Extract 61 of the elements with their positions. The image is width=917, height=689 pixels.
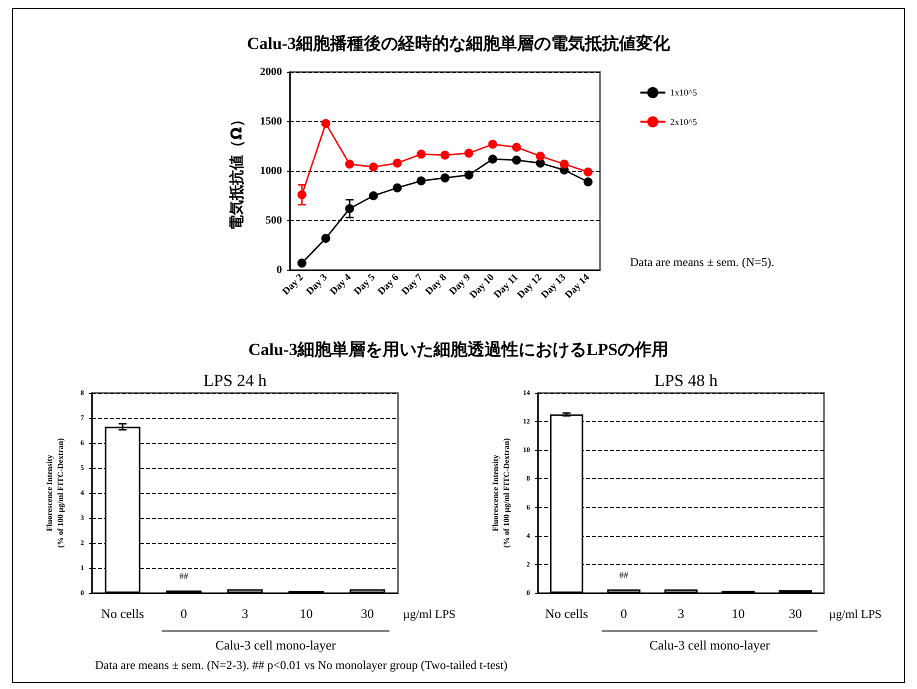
x-tick-label: 0 [180,606,188,621]
x-tick-label: Day 7 [400,272,426,298]
y-tick-label: 1500 [260,116,282,128]
point [512,156,522,165]
y-axis-title: 電気抵抗値（Ω） [228,112,246,230]
x-tick-label: Day 5 [352,272,378,298]
x-tick-label: 30 [360,606,374,621]
point [440,150,450,160]
x-tick-label: Day 2 [280,272,306,298]
y-axis-title: Fluorescence Intensity (% of 100 µg/ml FITC-Dextran) [45,438,65,548]
text: Data are means ± sem. (N=2-3). ## p<0.01 vs No monolayer group (Two-tailed t-test) [95,658,508,673]
point [584,177,593,186]
point [488,140,498,149]
point [416,176,426,186]
point [584,167,593,176]
point [536,152,545,161]
point [345,160,354,169]
point [368,191,378,200]
x-tick-label: No cells [545,606,588,621]
y-axis-title: Fluorescence Intensity (% of 100 µg/ml FITC-Dextran) [491,438,511,548]
x-tick-label: 30 [788,606,802,621]
point [368,162,378,172]
annotation: ## [179,571,189,581]
y-tick-label: 2000 [260,66,282,78]
x-tick-label: No cells [101,606,144,621]
point [297,258,306,268]
point [321,118,330,128]
y-tick-label: 1000 [260,165,282,177]
point [512,142,522,152]
x-tick-label: 10 [300,606,313,621]
chart-title: LPS 24 h [203,371,268,390]
x-tick-label: 3 [678,606,684,621]
point [392,158,402,168]
x-axis-title: Calu-3 cell mono-layer [215,638,337,652]
x-tick-label: 10 [732,606,745,621]
point [392,183,402,192]
point [440,173,450,182]
x-tick-label: Day 3 [304,272,330,298]
text: Data are means ± sem. (N=5). [630,255,774,269]
x-tick-label: Day 8 [424,272,449,298]
point [488,154,498,164]
text: µg/ml LPS [829,607,882,621]
text: Calu-3細胞単層を用いた細胞透過性におけるLPSの作用 [247,339,670,361]
point [464,148,474,158]
x-tick-label: 0 [620,606,628,621]
x-tick-label: Day 4 [328,272,354,298]
text: µg/ml LPS [403,607,456,621]
x-tick-label: Day 6 [376,272,402,298]
point [416,150,426,159]
chart-title: Calu-3細胞播種後の経時的な細胞単層の電気抵抗値変化 [246,34,672,53]
annotation: ## [619,570,629,580]
x-tick-label: 3 [242,606,248,621]
point [321,234,330,243]
x-axis-title: Calu-3 cell mono-layer [649,638,771,652]
chart-title: LPS 48 h [654,371,718,390]
legend-label: 2x10^5 [670,116,698,127]
y-tick-label: 0 [276,264,282,276]
point [464,170,474,180]
y-tick-label: 500 [266,214,282,226]
legend-label: 1x10^5 [670,88,698,98]
point [560,160,569,169]
